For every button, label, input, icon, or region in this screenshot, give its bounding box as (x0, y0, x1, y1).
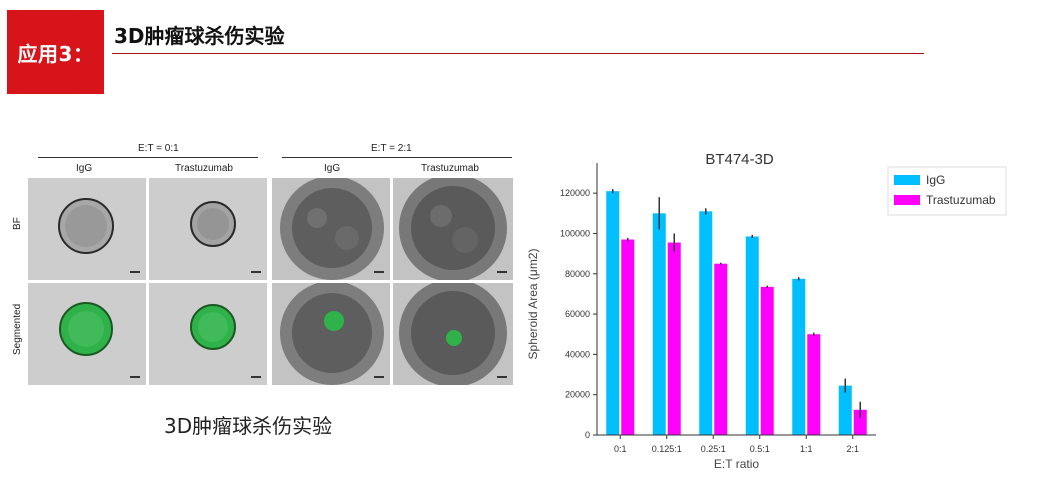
bar-trastuzumab (667, 242, 681, 435)
legend-label-igg: IgG (926, 173, 945, 187)
y-tick-label: 40000 (565, 349, 590, 359)
panel-bf-2-1-trastuzumab (393, 178, 513, 280)
group-label-2-1: E:T = 2:1 (371, 143, 412, 154)
panel-bf-2-1-igg (272, 178, 390, 280)
y-tick-label: 120000 (560, 188, 590, 198)
y-tick-label: 100000 (560, 228, 590, 238)
bar-igg (606, 191, 620, 435)
panel-bf-0-1-igg (28, 178, 146, 280)
bar-trastuzumab (621, 239, 635, 435)
y-tick-label: 80000 (565, 269, 590, 279)
figure-caption: 3D肿瘤球杀伤实验 (164, 414, 333, 438)
legend-swatch-trastuzumab (894, 195, 920, 205)
column-label-igg-1: IgG (76, 163, 93, 174)
x-tick-label: 0.25:1 (701, 444, 726, 454)
x-axis-label: E:T ratio (714, 457, 759, 471)
legend-swatch-igg (894, 175, 920, 185)
row-label-bf: BF (12, 217, 23, 230)
bar-trastuzumab (714, 263, 728, 435)
title-divider (112, 53, 924, 54)
bar-trastuzumab (807, 334, 821, 435)
group-label-0-1: E:T = 0:1 (138, 143, 179, 154)
panel-seg-2-1-trastuzumab (393, 283, 513, 385)
bar-igg (699, 211, 713, 435)
group-line-2-1 (282, 157, 512, 158)
bar-igg (792, 278, 806, 435)
y-tick-label: 0 (585, 430, 590, 440)
panel-seg-2-1-igg (272, 283, 390, 385)
x-tick-label: 1:1 (800, 444, 813, 454)
x-tick-label: 0.5:1 (750, 444, 770, 454)
column-label-igg-2: IgG (324, 163, 341, 174)
page-title: 3D肿瘤球杀伤实验 (114, 24, 285, 48)
bar-igg (838, 385, 852, 435)
panel-seg-0-1-igg (28, 283, 146, 385)
y-tick-label: 60000 (565, 309, 590, 319)
bar-trastuzumab (853, 409, 867, 435)
section-badge: 应用3： (7, 10, 104, 94)
chart-title: BT474-3D (705, 151, 774, 168)
bar-trastuzumab (760, 286, 774, 435)
bar-igg (652, 213, 666, 435)
legend-label-trastuzumab: Trastuzumab (926, 193, 996, 207)
panel-bf-0-1-trastuzumab (149, 178, 267, 280)
row-label-segmented: Segmented (12, 303, 23, 355)
y-tick-label: 20000 (565, 390, 590, 400)
bar-igg (745, 236, 759, 435)
panel-seg-0-1-trastuzumab (149, 283, 267, 385)
x-tick-label: 0.125:1 (652, 444, 682, 454)
column-label-trastuzumab-2: Trastuzumab (421, 163, 479, 174)
spheroid-area-bar-chart: BT474-3D 0 20000 40000 60000 80000 100000 12000… (526, 151, 1007, 471)
spheroid-image-figure: E:T = 0:1 E:T = 2:1 IgG Trastuzumab IgG … (12, 140, 518, 390)
group-line-0-1 (38, 157, 258, 158)
x-tick-label: 0:1 (614, 444, 627, 454)
column-label-trastuzumab-1: Trastuzumab (175, 163, 233, 174)
legend-box (887, 166, 1007, 216)
y-axis-label: Spheroid Area (μm2) (526, 249, 540, 360)
x-tick-label: 2:1 (846, 444, 859, 454)
section-badge-label: 应用3： (17, 41, 94, 66)
